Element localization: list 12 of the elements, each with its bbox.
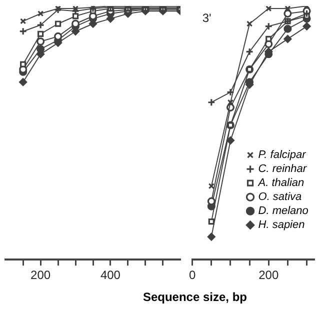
legend-label: H. sapien [258,219,305,232]
legend-label: A. thalian [257,177,304,190]
x-tick-label: 200 [258,268,279,282]
legend-label: C. reinhar [258,163,308,176]
x-tick-label: 200 [30,268,51,282]
x-tick-label: 0 [188,268,196,282]
annotation: 3' [202,11,212,25]
x-tick-label: 400 [100,268,121,282]
legend-label: O. sativa [258,191,302,204]
legend-label: D. melano [258,205,308,218]
x-axis-title: Sequence size, bp [142,290,248,304]
legend-label: P. falcipar [258,149,308,162]
